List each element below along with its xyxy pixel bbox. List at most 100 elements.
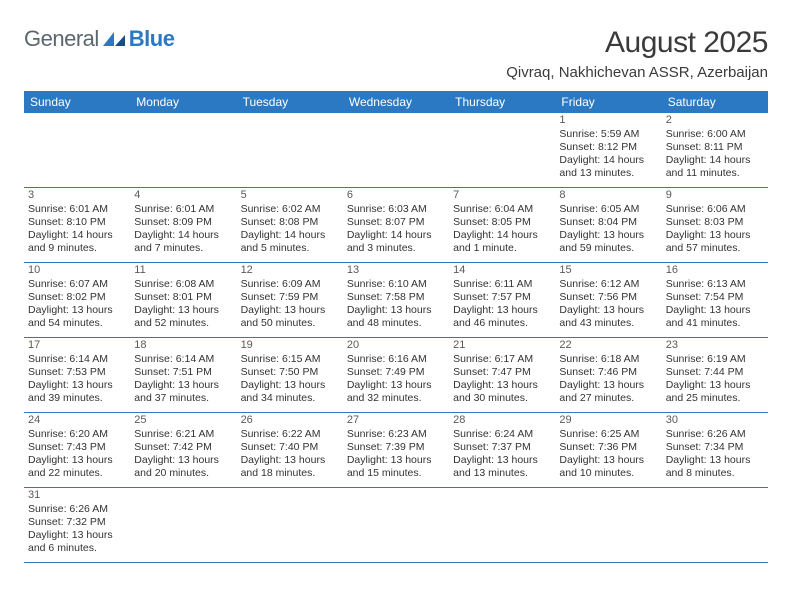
day-daylight1: Daylight: 14 hours <box>134 229 232 242</box>
day-sunrise: Sunrise: 6:23 AM <box>347 428 445 441</box>
day-sunset: Sunset: 8:09 PM <box>134 216 232 229</box>
day-sunset: Sunset: 7:50 PM <box>241 366 339 379</box>
day-sunset: Sunset: 7:56 PM <box>559 291 657 304</box>
day-daylight1: Daylight: 13 hours <box>559 304 657 317</box>
day-cell: 12Sunrise: 6:09 AMSunset: 7:59 PMDayligh… <box>237 263 343 337</box>
day-cell: 28Sunrise: 6:24 AMSunset: 7:37 PMDayligh… <box>449 413 555 487</box>
day-daylight2: and 43 minutes. <box>559 317 657 330</box>
day-daylight2: and 54 minutes. <box>28 317 126 330</box>
day-sunrise: Sunrise: 6:02 AM <box>241 203 339 216</box>
logo-sail-icon <box>103 32 125 46</box>
day-sunrise: Sunrise: 6:00 AM <box>666 128 764 141</box>
day-daylight1: Daylight: 13 hours <box>241 379 339 392</box>
day-daylight2: and 9 minutes. <box>28 242 126 255</box>
day-cell-empty <box>662 488 768 562</box>
day-sunrise: Sunrise: 6:03 AM <box>347 203 445 216</box>
day-cell: 9Sunrise: 6:06 AMSunset: 8:03 PMDaylight… <box>662 188 768 262</box>
day-daylight1: Daylight: 13 hours <box>453 454 551 467</box>
day-number: 28 <box>453 414 551 428</box>
day-cell: 6Sunrise: 6:03 AMSunset: 8:07 PMDaylight… <box>343 188 449 262</box>
weekday-header: Monday <box>130 91 236 113</box>
weekday-header: Sunday <box>24 91 130 113</box>
title-block: August 2025 Qivraq, Nakhichevan ASSR, Az… <box>506 26 768 81</box>
day-daylight1: Daylight: 13 hours <box>559 454 657 467</box>
day-cell-empty <box>343 488 449 562</box>
day-cell: 19Sunrise: 6:15 AMSunset: 7:50 PMDayligh… <box>237 338 343 412</box>
day-daylight2: and 5 minutes. <box>241 242 339 255</box>
day-sunset: Sunset: 8:07 PM <box>347 216 445 229</box>
day-cell: 20Sunrise: 6:16 AMSunset: 7:49 PMDayligh… <box>343 338 449 412</box>
day-number: 17 <box>28 339 126 353</box>
day-number: 9 <box>666 189 764 203</box>
day-daylight2: and 11 minutes. <box>666 167 764 180</box>
day-daylight2: and 22 minutes. <box>28 467 126 480</box>
day-number: 25 <box>134 414 232 428</box>
day-daylight1: Daylight: 13 hours <box>28 529 126 542</box>
day-cell: 23Sunrise: 6:19 AMSunset: 7:44 PMDayligh… <box>662 338 768 412</box>
day-cell-empty <box>130 488 236 562</box>
weekday-header: Saturday <box>662 91 768 113</box>
day-cell: 14Sunrise: 6:11 AMSunset: 7:57 PMDayligh… <box>449 263 555 337</box>
day-number: 18 <box>134 339 232 353</box>
day-sunset: Sunset: 7:40 PM <box>241 441 339 454</box>
day-number: 7 <box>453 189 551 203</box>
location-subtitle: Qivraq, Nakhichevan ASSR, Azerbaijan <box>506 64 768 81</box>
day-number: 29 <box>559 414 657 428</box>
day-daylight2: and 46 minutes. <box>453 317 551 330</box>
day-cell-empty <box>24 113 130 187</box>
day-sunset: Sunset: 7:53 PM <box>28 366 126 379</box>
day-cell: 17Sunrise: 6:14 AMSunset: 7:53 PMDayligh… <box>24 338 130 412</box>
day-cell: 18Sunrise: 6:14 AMSunset: 7:51 PMDayligh… <box>130 338 236 412</box>
day-sunset: Sunset: 7:43 PM <box>28 441 126 454</box>
day-sunset: Sunset: 8:03 PM <box>666 216 764 229</box>
day-daylight1: Daylight: 13 hours <box>134 304 232 317</box>
day-sunset: Sunset: 7:54 PM <box>666 291 764 304</box>
day-sunrise: Sunrise: 6:11 AM <box>453 278 551 291</box>
day-sunset: Sunset: 8:12 PM <box>559 141 657 154</box>
day-daylight2: and 32 minutes. <box>347 392 445 405</box>
day-sunrise: Sunrise: 5:59 AM <box>559 128 657 141</box>
day-daylight2: and 39 minutes. <box>28 392 126 405</box>
day-sunset: Sunset: 7:58 PM <box>347 291 445 304</box>
header: General Blue August 2025 Qivraq, Nakhich… <box>24 26 768 81</box>
day-daylight2: and 27 minutes. <box>559 392 657 405</box>
day-daylight1: Daylight: 13 hours <box>134 454 232 467</box>
day-cell: 22Sunrise: 6:18 AMSunset: 7:46 PMDayligh… <box>555 338 661 412</box>
week-row: 3Sunrise: 6:01 AMSunset: 8:10 PMDaylight… <box>24 188 768 263</box>
day-number: 16 <box>666 264 764 278</box>
day-daylight2: and 13 minutes. <box>453 467 551 480</box>
day-sunset: Sunset: 8:10 PM <box>28 216 126 229</box>
day-cell-empty <box>343 113 449 187</box>
weekday-header: Tuesday <box>237 91 343 113</box>
week-row: 10Sunrise: 6:07 AMSunset: 8:02 PMDayligh… <box>24 263 768 338</box>
day-number: 5 <box>241 189 339 203</box>
day-sunrise: Sunrise: 6:22 AM <box>241 428 339 441</box>
day-cell: 4Sunrise: 6:01 AMSunset: 8:09 PMDaylight… <box>130 188 236 262</box>
day-cell: 7Sunrise: 6:04 AMSunset: 8:05 PMDaylight… <box>449 188 555 262</box>
day-sunset: Sunset: 7:42 PM <box>134 441 232 454</box>
day-daylight2: and 50 minutes. <box>241 317 339 330</box>
day-sunrise: Sunrise: 6:20 AM <box>28 428 126 441</box>
day-sunrise: Sunrise: 6:12 AM <box>559 278 657 291</box>
day-daylight2: and 6 minutes. <box>28 542 126 555</box>
day-daylight1: Daylight: 13 hours <box>28 304 126 317</box>
logo-text-general: General <box>24 26 99 52</box>
day-daylight2: and 18 minutes. <box>241 467 339 480</box>
day-daylight1: Daylight: 13 hours <box>347 304 445 317</box>
day-daylight2: and 7 minutes. <box>134 242 232 255</box>
day-cell-empty <box>449 113 555 187</box>
day-sunrise: Sunrise: 6:25 AM <box>559 428 657 441</box>
day-sunrise: Sunrise: 6:26 AM <box>28 503 126 516</box>
day-daylight2: and 57 minutes. <box>666 242 764 255</box>
day-daylight1: Daylight: 13 hours <box>666 304 764 317</box>
weekday-header-row: Sunday Monday Tuesday Wednesday Thursday… <box>24 91 768 113</box>
day-sunset: Sunset: 8:01 PM <box>134 291 232 304</box>
day-daylight2: and 52 minutes. <box>134 317 232 330</box>
day-sunset: Sunset: 7:37 PM <box>453 441 551 454</box>
day-number: 23 <box>666 339 764 353</box>
day-number: 15 <box>559 264 657 278</box>
day-cell: 3Sunrise: 6:01 AMSunset: 8:10 PMDaylight… <box>24 188 130 262</box>
day-cell-empty <box>555 488 661 562</box>
day-daylight1: Daylight: 13 hours <box>28 379 126 392</box>
calendar: Sunday Monday Tuesday Wednesday Thursday… <box>24 91 768 563</box>
